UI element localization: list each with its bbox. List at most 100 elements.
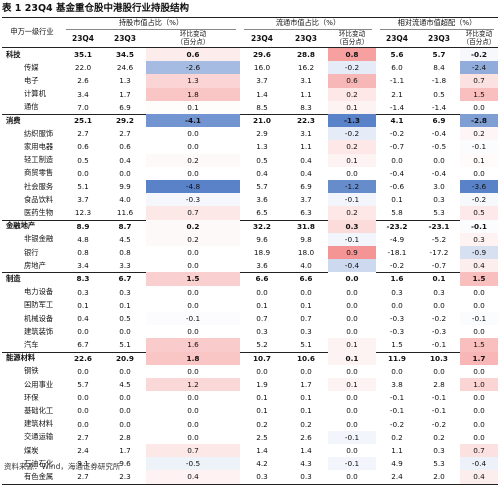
table-row: 交通运输 2.7 2.8 0.0 2.5 2.6 -0.1 0.2 0.2 0.0 xyxy=(2,430,498,444)
q4-cell: 8.3 xyxy=(76,274,90,284)
q3-cell: 8.4 xyxy=(433,63,445,73)
change-cell: 0.8 xyxy=(328,48,376,62)
q4-cell: 2.4 xyxy=(77,446,89,456)
change-cell: 0.0 xyxy=(328,325,376,339)
q3-cell: 9.8 xyxy=(300,234,312,244)
q4-cell: 9.6 xyxy=(256,234,268,244)
industry-name: 煤炭 xyxy=(24,445,39,455)
group-underline xyxy=(244,29,372,30)
table-row: 汽车 6.7 5.1 1.6 5.2 5.1 0.1 1.5 -0.1 1.5 xyxy=(2,338,498,352)
q3-cell: 0.0 xyxy=(300,366,312,376)
q4-cell: 5.7 xyxy=(256,182,268,192)
header-group-holding: 持股市值占比（%） xyxy=(118,18,184,27)
q3-cell: 0.1 xyxy=(300,393,312,403)
q3-cell: 3.3 xyxy=(119,261,131,271)
q4-cell: 0.0 xyxy=(77,419,89,429)
q4-cell: 10.7 xyxy=(252,353,271,363)
change-cell: 0.0 xyxy=(460,285,498,299)
q3-cell: 0.5 xyxy=(119,314,131,324)
q4-cell: 2.5 xyxy=(256,432,268,442)
rule-line xyxy=(2,114,498,115)
q3-cell: 3.7 xyxy=(300,195,312,205)
sector-row: 能源材料 22.6 20.9 1.8 10.7 10.6 0.1 11.9 10.3 1.7 xyxy=(2,351,498,365)
q3-cell: 0.8 xyxy=(119,248,131,258)
q3-cell: 5.1 xyxy=(300,340,312,350)
q4-cell: 0.3 xyxy=(256,327,268,337)
q3-cell: 10.6 xyxy=(296,353,315,363)
table-row: 传媒 22.0 24.6 -2.6 16.0 16.2 -0.2 6.0 8.4 -2.4 xyxy=(2,61,498,75)
change-cell: 0.0 xyxy=(146,430,240,444)
q4-cell: -0.4 xyxy=(389,168,405,178)
q4-cell: 1.6 xyxy=(390,274,404,284)
change-cell: 0.0 xyxy=(328,166,376,180)
table-row: 机械设备 0.4 0.5 -0.1 0.7 0.7 0.0 -0.3 -0.2 -0.1 xyxy=(2,312,498,326)
industry-name: 医药生物 xyxy=(24,207,54,217)
header-q4: 23Q4 xyxy=(385,33,409,43)
q3-cell: 5.1 xyxy=(119,340,131,350)
q4-cell: 2.4 xyxy=(391,472,403,482)
q4-cell: 0.8 xyxy=(77,248,89,258)
industry-name: 环保 xyxy=(24,392,39,402)
q4-cell: 18.9 xyxy=(253,248,271,258)
change-cell: 0.0 xyxy=(146,298,240,312)
q3-cell: -0.7 xyxy=(431,261,447,271)
q3-cell: 0.3 xyxy=(300,327,312,337)
industry-name: 交通运输 xyxy=(24,432,54,442)
header-q4: 23Q4 xyxy=(71,33,95,43)
table-row: 商贸零售 0.0 0.0 0.0 0.4 0.4 0.0 -0.4 -0.4 0.0 xyxy=(2,166,498,180)
q3-cell: 6.9 xyxy=(300,182,312,192)
table-row: 煤炭 2.4 1.7 0.7 1.4 1.4 0.0 1.1 0.3 0.7 xyxy=(2,444,498,458)
q4-cell: 0.0 xyxy=(77,327,89,337)
q3-cell: -0.2 xyxy=(431,314,447,324)
q3-cell: 0.1 xyxy=(300,300,312,310)
q3-cell: 1.4 xyxy=(300,446,312,456)
q3-cell: -1.8 xyxy=(431,76,447,86)
q3-cell: 0.4 xyxy=(119,155,131,165)
table-row: 石油石化 9.1 9.6 -0.5 4.2 4.3 -0.1 4.9 5.3 -0.4 xyxy=(2,457,498,471)
industry-name: 机械设备 xyxy=(24,313,54,323)
q4-cell: 4.9 xyxy=(391,459,403,469)
q4-cell: 0.0 xyxy=(391,300,403,310)
industry-name: 电力设备 xyxy=(24,287,54,297)
q4-cell: -1.1 xyxy=(389,76,405,86)
change-cell: 0.7 xyxy=(460,74,498,88)
table-row: 纺织服饰 2.7 2.7 0.0 2.9 3.1 -0.2 -0.2 -0.4 0.2 xyxy=(2,127,498,141)
q4-cell: 0.0 xyxy=(77,406,89,416)
q4-cell: 25.1 xyxy=(73,116,92,126)
q3-cell: 5.3 xyxy=(433,208,445,218)
q3-cell: -17.2 xyxy=(429,248,449,258)
table-row: 轻工制造 0.5 0.4 0.2 0.5 0.4 0.1 0.0 0.0 0.1 xyxy=(2,153,498,167)
sector-row: 科技 35.1 34.5 0.6 29.6 28.8 0.8 5.6 5.7 -0.2 xyxy=(2,48,498,62)
change-cell: 0.0 xyxy=(328,272,376,286)
q4-cell: 16.0 xyxy=(253,63,271,73)
q4-cell: 35.1 xyxy=(73,50,92,60)
table-row: 家用电器 0.6 0.6 0.0 1.3 1.1 0.2 -0.7 -0.5 -0.1 xyxy=(2,140,498,154)
header-q3: 23Q3 xyxy=(294,33,318,43)
industry-name: 电子 xyxy=(24,75,39,85)
q3-cell: 0.2 xyxy=(433,432,445,442)
q3-cell: 1.1 xyxy=(300,142,312,152)
q3-cell: 6.9 xyxy=(119,102,131,112)
q3-cell: 28.8 xyxy=(296,50,315,60)
q3-cell: 2.6 xyxy=(300,432,312,442)
q4-cell: -1.4 xyxy=(389,102,405,112)
q4-cell: 5.6 xyxy=(390,50,404,60)
change-cell: -0.1 xyxy=(328,430,376,444)
q3-cell: 0.1 xyxy=(119,300,131,310)
q4-cell: 0.3 xyxy=(77,287,89,297)
change-cell: -0.1 xyxy=(460,219,498,233)
q3-cell: 4.5 xyxy=(119,234,131,244)
q3-cell: 34.5 xyxy=(115,50,134,60)
q4-cell: 29.6 xyxy=(252,50,271,60)
change-cell: 0.0 xyxy=(146,391,240,405)
rule-line xyxy=(2,47,498,48)
q4-cell: 1.1 xyxy=(391,446,403,456)
change-cell: 0.0 xyxy=(146,127,240,141)
change-cell: 1.2 xyxy=(146,378,240,392)
industry-name: 商贸零售 xyxy=(24,168,54,178)
q3-cell: 0.5 xyxy=(433,89,445,99)
change-cell: 0.2 xyxy=(328,140,376,154)
header-q4: 23Q4 xyxy=(250,33,274,43)
q3-cell: 0.0 xyxy=(119,419,131,429)
q4-cell: 2.6 xyxy=(77,76,89,86)
